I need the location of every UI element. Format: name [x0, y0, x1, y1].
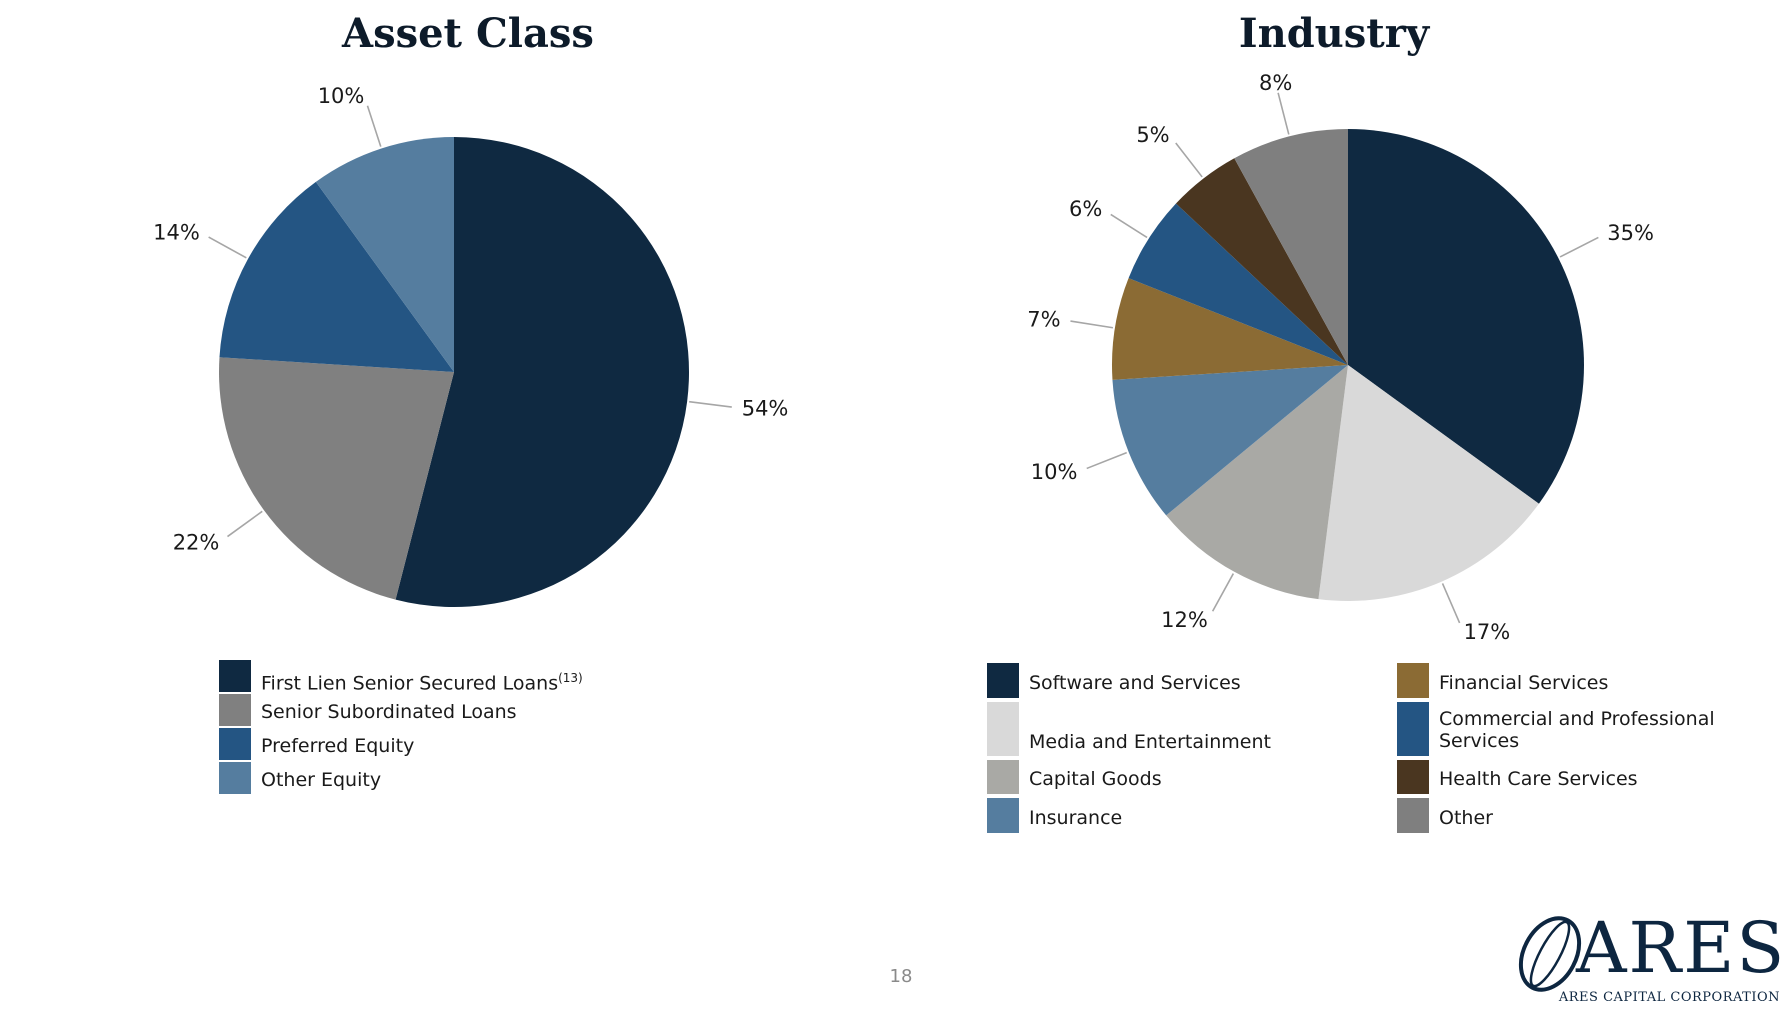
pie-slice: [219, 357, 454, 600]
leader-line: [689, 400, 732, 408]
page-number: 18: [889, 966, 913, 987]
legend-label: Financial Services: [1439, 672, 1609, 694]
pie-data-label: 35%: [1607, 221, 1654, 245]
pie-data-label: 14%: [153, 220, 200, 244]
logo-wordmark: ARES: [1576, 907, 1782, 989]
legend-swatch: [219, 694, 251, 726]
legend-label: Senior Subordinated Loans: [261, 701, 517, 723]
ares-globe-icon: [1518, 916, 1582, 992]
leader-line: [1211, 573, 1235, 612]
legend-label: Preferred Equity: [261, 735, 415, 757]
pie-data-label: 12%: [1161, 608, 1208, 632]
pie-data-label: 22%: [173, 530, 220, 554]
legend-swatch: [219, 762, 251, 794]
pie-data-label: 10%: [1031, 460, 1078, 484]
pie-data-label: 7%: [1027, 307, 1060, 331]
legend-label: Health Care Services: [1439, 768, 1638, 790]
logo-subtitle: ARES CAPITAL CORPORATION: [1558, 990, 1780, 1005]
pie-slice: [1175, 158, 1348, 365]
legend-label: First Lien Senior Secured Loans(13): [261, 671, 583, 695]
pie-data-label: 10%: [318, 84, 365, 108]
industry-title: Industry: [1238, 10, 1430, 57]
pie-slice: [1112, 365, 1348, 516]
pie-slice: [1166, 365, 1348, 600]
pie-slice: [1234, 129, 1348, 365]
legend-swatch: [219, 728, 251, 760]
pie-data-label: 17%: [1464, 620, 1511, 644]
pie-data-label: 6%: [1069, 197, 1102, 221]
leader-line: [227, 510, 263, 538]
leader-line: [1086, 451, 1128, 470]
leader-line: [366, 105, 382, 147]
legend-swatch: [987, 702, 1019, 756]
leader-line: [1110, 213, 1148, 239]
legend-swatch: [987, 798, 1019, 833]
pie-slice: [1112, 278, 1348, 380]
leader-line: [1070, 320, 1114, 329]
legend-swatch: [987, 760, 1019, 794]
leader-line: [208, 236, 247, 259]
legend-swatch: [1397, 702, 1429, 756]
legend-swatch: [1397, 663, 1429, 698]
leader-line: [1277, 92, 1290, 135]
legend-label: Insurance: [1029, 807, 1123, 829]
legend-label: Capital Goods: [1029, 768, 1162, 790]
pie-data-label: 54%: [742, 396, 789, 420]
ares-logo: ARES ARES CAPITAL CORPORATION: [1510, 907, 1782, 1012]
pie-slice: [219, 181, 454, 372]
legend-label: Other: [1439, 807, 1493, 829]
pie-slice: [1128, 203, 1348, 365]
legend-swatch: [219, 660, 251, 692]
pie-slice: [395, 137, 690, 608]
legend-label: Software and Services: [1029, 672, 1241, 694]
pie-data-label: 5%: [1136, 123, 1169, 147]
pie-slice: [1318, 365, 1539, 601]
legend-swatch: [1397, 760, 1429, 794]
pie-slice: [315, 137, 454, 372]
pie-data-label: 8%: [1259, 71, 1292, 95]
pie-slice: [1348, 129, 1584, 504]
asset-class-title: Asset Class: [342, 10, 594, 57]
leader-line: [1441, 583, 1461, 624]
legend-swatch: [1397, 798, 1429, 833]
legend-label: Commercial and Professional Services: [1439, 708, 1715, 752]
leader-line: [1559, 236, 1599, 258]
leader-line: [1175, 142, 1203, 178]
legend-swatch: [987, 663, 1019, 698]
legend-label: Media and Entertainment: [1029, 731, 1271, 753]
legend-label: Other Equity: [261, 769, 382, 791]
